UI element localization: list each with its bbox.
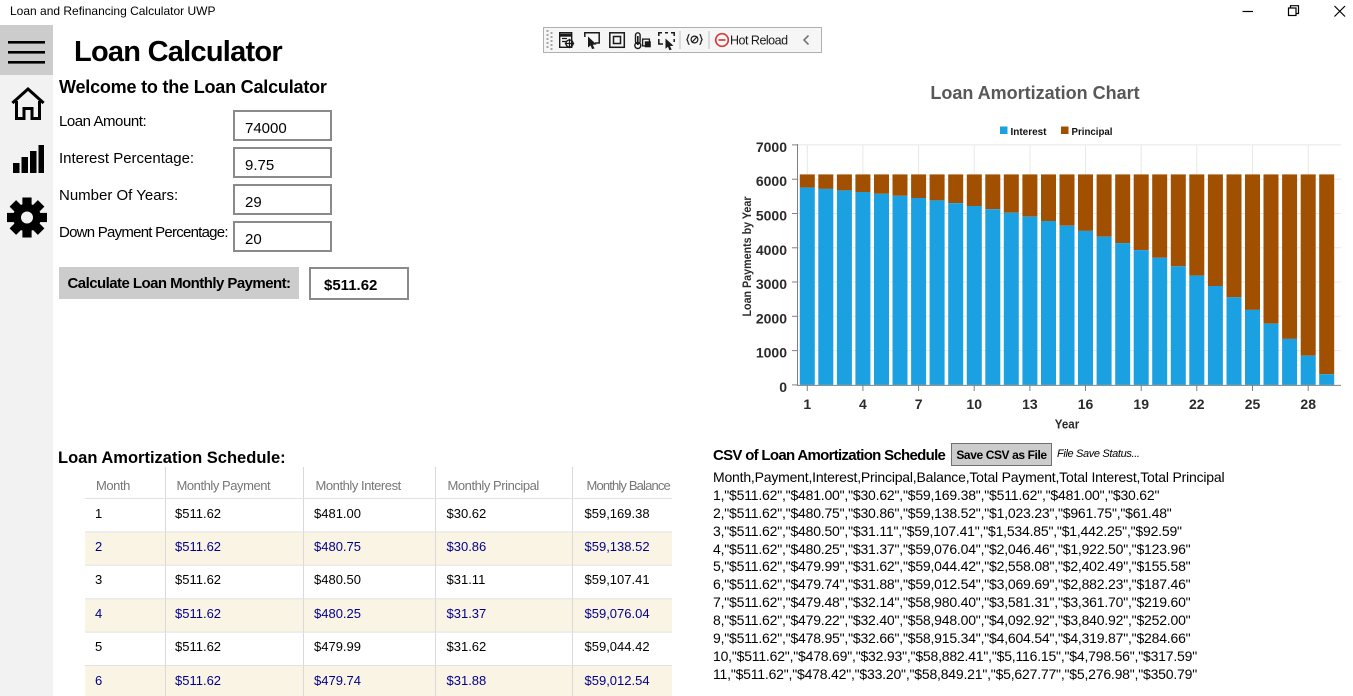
svg-text:Interest: Interest xyxy=(1011,126,1047,138)
svg-text:7000: 7000 xyxy=(756,139,787,155)
svg-text:10: 10 xyxy=(966,396,982,412)
svg-text:4: 4 xyxy=(859,396,867,412)
svg-text:19: 19 xyxy=(1133,396,1149,412)
svg-text:25: 25 xyxy=(1245,396,1261,412)
svg-text:Principal: Principal xyxy=(1072,126,1113,138)
svg-text:Year: Year xyxy=(1055,418,1080,432)
svg-text:13: 13 xyxy=(1022,396,1038,412)
svg-text:3000: 3000 xyxy=(756,276,787,292)
svg-text:1: 1 xyxy=(803,396,811,412)
svg-text:7: 7 xyxy=(915,396,923,412)
svg-text:6000: 6000 xyxy=(756,173,787,189)
svg-text:16: 16 xyxy=(1078,396,1094,412)
svg-text:4000: 4000 xyxy=(756,242,787,258)
svg-text:5000: 5000 xyxy=(756,208,787,224)
svg-text:Loan Payments by Year: Loan Payments by Year xyxy=(740,196,754,316)
svg-text:22: 22 xyxy=(1189,396,1205,412)
svg-text:2000: 2000 xyxy=(756,310,787,326)
svg-text:Hot Reload: Hot Reload xyxy=(730,34,788,48)
svg-text:28: 28 xyxy=(1300,396,1316,412)
svg-text:0: 0 xyxy=(779,379,787,395)
svg-text:1000: 1000 xyxy=(756,345,787,361)
